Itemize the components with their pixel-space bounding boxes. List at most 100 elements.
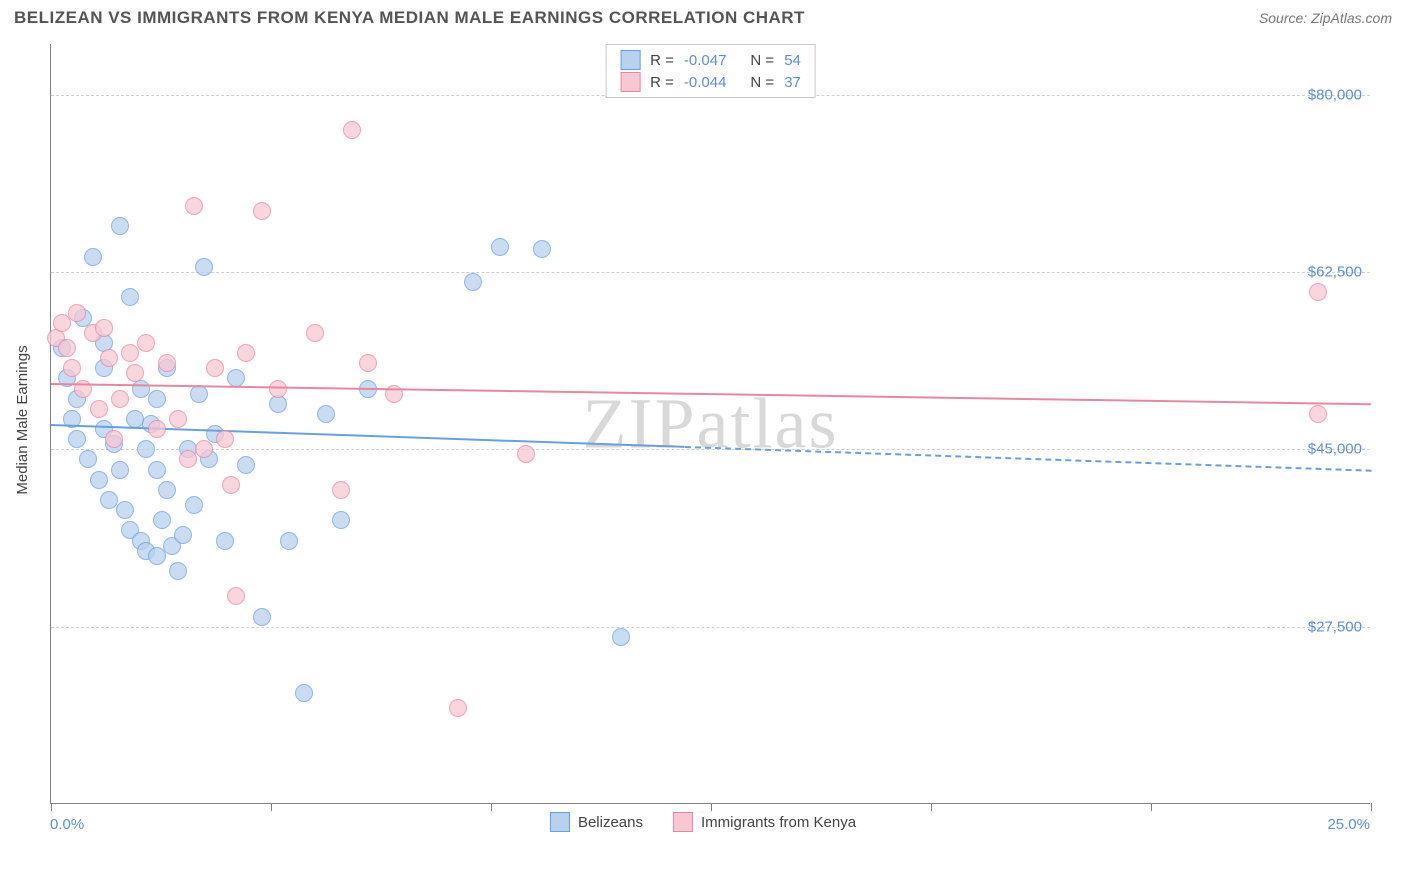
scatter-point [216,430,234,448]
n-label: N = [750,74,774,91]
scatter-point [53,314,71,332]
scatter-point [343,121,361,139]
r-label: R = [650,74,674,91]
scatter-point [185,197,203,215]
x-tick [271,803,272,811]
series-swatch [550,812,570,832]
x-tick [1151,803,1152,811]
series-swatch [673,812,693,832]
scatter-point [237,344,255,362]
scatter-point [121,288,139,306]
scatter-point [169,410,187,428]
scatter-point [137,334,155,352]
scatter-point [137,440,155,458]
scatter-point [195,258,213,276]
n-label: N = [750,52,774,69]
scatter-point [306,324,324,342]
x-tick [491,803,492,811]
r-value: -0.047 [684,52,727,69]
series-swatch [620,72,640,92]
x-tick [931,803,932,811]
gridline [51,272,1370,273]
chart-title: BELIZEAN VS IMMIGRANTS FROM KENYA MEDIAN… [14,8,805,28]
scatter-point [116,501,134,519]
r-value: -0.044 [684,74,727,91]
scatter-point [216,532,234,550]
scatter-point [148,390,166,408]
scatter-point [533,240,551,258]
x-tick [51,803,52,811]
scatter-point [84,248,102,266]
scatter-point [111,217,129,235]
scatter-point [158,481,176,499]
series-swatch [620,50,640,70]
scatter-point [179,450,197,468]
scatter-point [227,587,245,605]
scatter-point [121,344,139,362]
scatter-point [491,238,509,256]
scatter-point [153,511,171,529]
scatter-point [68,430,86,448]
series-legend-item: Immigrants from Kenya [673,812,856,832]
scatter-point [79,450,97,468]
series-legend-item: Belizeans [550,812,643,832]
scatter-point [74,380,92,398]
scatter-point [332,481,350,499]
x-axis-min-label: 0.0% [50,816,84,833]
scatter-point [612,628,630,646]
scatter-point [174,526,192,544]
scatter-point [295,684,313,702]
y-axis-title: Median Male Earnings [14,345,31,494]
y-tick-label: $27,500 [1308,618,1362,635]
scatter-point [95,319,113,337]
scatter-point [158,354,176,372]
scatter-point [253,202,271,220]
scatter-point [111,461,129,479]
n-value: 37 [784,74,801,91]
scatter-point [169,562,187,580]
scatter-point [1309,405,1327,423]
scatter-point [90,471,108,489]
scatter-point [148,420,166,438]
scatter-point [1309,283,1327,301]
scatter-point [449,699,467,717]
series-name: Belizeans [578,814,643,831]
scatter-point [227,369,245,387]
scatter-point [332,511,350,529]
chart-plot-area: ZIPatlas R = -0.047N = 54R = -0.044N = 3… [50,44,1370,804]
stats-legend: R = -0.047 N = 54 R = -0.044 N = 37 [605,44,816,98]
scatter-point [195,440,213,458]
scatter-point [206,359,224,377]
scatter-point [280,532,298,550]
y-tick-label: $80,000 [1308,86,1362,103]
gridline [51,449,1370,450]
scatter-point [58,339,76,357]
y-tick-label: $62,500 [1308,264,1362,281]
scatter-point [148,461,166,479]
scatter-point [90,400,108,418]
scatter-point [63,359,81,377]
trend-line [51,383,1371,405]
scatter-point [464,273,482,291]
scatter-point [126,364,144,382]
scatter-point [517,445,535,463]
x-axis-max-label: 25.0% [1327,816,1370,833]
stats-legend-row: R = -0.044 N = 37 [620,71,801,93]
source-label: Source: ZipAtlas.com [1259,10,1392,26]
scatter-point [317,405,335,423]
scatter-point [253,608,271,626]
r-label: R = [650,52,674,69]
scatter-point [148,547,166,565]
series-name: Immigrants from Kenya [701,814,856,831]
x-tick [1371,803,1372,811]
x-tick [711,803,712,811]
scatter-point [237,456,255,474]
scatter-point [105,430,123,448]
scatter-point [222,476,240,494]
n-value: 54 [784,52,801,69]
stats-legend-row: R = -0.047 N = 54 [620,49,801,71]
y-tick-label: $45,000 [1308,441,1362,458]
scatter-point [359,354,377,372]
series-legend: Belizeans Immigrants from Kenya [550,812,856,832]
scatter-point [68,304,86,322]
